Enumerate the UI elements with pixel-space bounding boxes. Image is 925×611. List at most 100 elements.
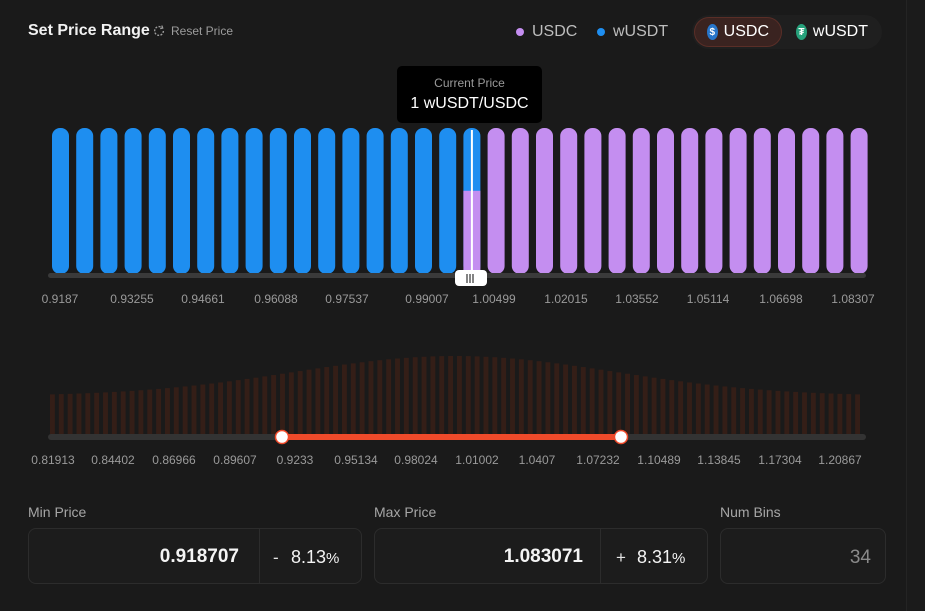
overview-bar — [545, 362, 551, 434]
overview-bar — [403, 357, 409, 434]
overview-bar — [527, 360, 533, 434]
overview-bar — [607, 371, 613, 434]
bin-bar — [584, 128, 602, 274]
overview-bar — [50, 394, 55, 434]
token-option-wusdt[interactable]: ₮ wUSDT — [784, 17, 880, 47]
overview-bar — [563, 364, 569, 434]
bin-bar — [173, 128, 190, 274]
overview-bar — [802, 392, 807, 434]
overview-bar — [350, 363, 356, 434]
bin-bar — [124, 128, 142, 274]
overview-bar — [580, 367, 586, 434]
axis-tick-label: 0.89607 — [213, 453, 257, 467]
overview-bar — [855, 394, 861, 434]
selected-range-bar — [282, 434, 621, 440]
bin-bar — [487, 128, 505, 274]
bin-bar — [802, 128, 820, 274]
percent-unit: % — [672, 550, 686, 567]
refresh-icon — [153, 25, 165, 37]
overview-bar — [616, 372, 622, 434]
axis-tick-label: 1.10489 — [637, 453, 681, 467]
overview-bar — [173, 387, 179, 434]
axis-tick-label: 1.01002 — [455, 453, 499, 467]
overview-bar — [518, 359, 524, 434]
overview-bar — [536, 361, 542, 434]
percent-unit: % — [326, 550, 340, 567]
bin-bar — [705, 128, 723, 274]
bin-bar — [826, 128, 844, 274]
current-price-tooltip: Current Price 1 wUSDT/USDC — [397, 66, 542, 123]
overview-bar — [510, 358, 515, 434]
overview-bar — [625, 373, 630, 434]
bin-bar — [366, 128, 384, 274]
axis-tick-label: 1.00499 — [472, 292, 516, 306]
overview-bar — [757, 389, 763, 434]
num-bins-label: Num Bins — [720, 504, 781, 520]
overview-bar — [218, 382, 223, 434]
bin-bar — [148, 128, 166, 274]
overview-bar — [704, 384, 710, 434]
overview-bar — [324, 367, 330, 434]
token-option-usdc[interactable]: $ USDC — [694, 17, 782, 47]
reset-price-button[interactable]: Reset Price — [152, 24, 233, 38]
bin-bar — [415, 128, 432, 274]
overview-bar — [271, 375, 277, 434]
max-price-field: 1.083071 + 8.31% — [374, 528, 708, 584]
max-price-input[interactable]: 1.083071 — [503, 546, 583, 567]
bin-bar — [245, 128, 263, 274]
axis-tick-label: 1.08307 — [831, 292, 875, 306]
overview-bar — [288, 372, 294, 434]
axis-tick-label: 0.9233 — [276, 453, 314, 467]
max-price-label: Max Price — [374, 504, 437, 520]
legend-label: USDC — [532, 23, 578, 40]
bin-bar — [560, 128, 578, 274]
axis-tick-label: 1.17304 — [758, 453, 802, 467]
axis-tick-label: 1.13845 — [697, 453, 741, 467]
overview-bar — [465, 356, 471, 434]
current-price-handle — [455, 270, 487, 286]
legend-usdc: USDC — [516, 23, 577, 41]
wusdt-legend-dot — [597, 28, 605, 36]
bin-bar — [608, 128, 626, 274]
overview-bar — [651, 377, 657, 434]
num-bins-input[interactable]: 34 — [849, 547, 871, 568]
axis-tick-label: 1.07232 — [576, 453, 620, 467]
bin-bar — [729, 128, 747, 274]
overview-bar — [501, 357, 507, 434]
overview-bar — [94, 392, 100, 434]
overview-bar — [483, 356, 489, 434]
bin-bar — [850, 128, 868, 274]
max-price-percent[interactable]: 8.31% — [637, 547, 685, 568]
overview-bar — [589, 368, 595, 434]
min-price-sign: - — [273, 548, 279, 567]
overview-bar — [457, 356, 462, 434]
num-bins-field: 34 — [720, 528, 886, 584]
overview-bar — [386, 359, 392, 434]
overview-bar — [448, 356, 454, 434]
usdc-icon: $ — [707, 24, 718, 40]
bin-bar — [269, 128, 287, 274]
max-price-sign: + — [616, 548, 626, 567]
overview-bar — [200, 384, 206, 434]
axis-tick-label: 1.06698 — [759, 292, 803, 306]
min-price-percent[interactable]: 8.13% — [291, 547, 339, 568]
min-price-input[interactable]: 0.918707 — [159, 546, 239, 567]
bin-bar — [100, 128, 118, 274]
token-option-label: USDC — [723, 23, 769, 40]
usdc-legend-dot — [516, 28, 524, 36]
bin-bar — [294, 128, 311, 274]
token-option-label: wUSDT — [812, 23, 868, 40]
axis-tick-label: 0.9187 — [41, 292, 79, 306]
field-divider — [259, 529, 260, 583]
overview-bar — [669, 380, 675, 434]
overview-bar — [713, 385, 719, 434]
overview-bar — [740, 388, 745, 434]
axis-tick-label: 0.96088 — [254, 292, 298, 306]
price-chart — [48, 128, 868, 445]
bin-bar — [778, 128, 795, 274]
overview-bar — [58, 394, 64, 434]
overview-bar — [474, 356, 480, 434]
overview-bar — [439, 356, 445, 434]
bin-bar — [390, 128, 408, 274]
